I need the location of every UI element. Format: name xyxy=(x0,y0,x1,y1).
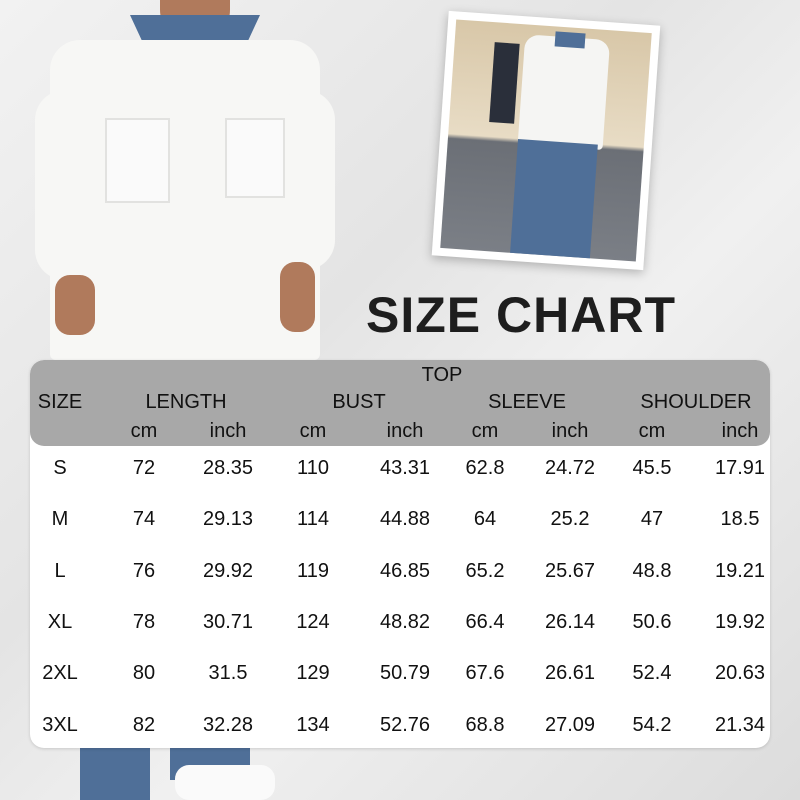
unit-header: inch xyxy=(721,420,759,442)
table-cell: 24.72 xyxy=(544,457,596,479)
table-cell: 48.8 xyxy=(632,559,672,582)
table-cell: 19.21 xyxy=(714,559,766,582)
unit-header: cm xyxy=(130,420,158,442)
unit-header: cm xyxy=(471,420,499,442)
table-cell: 76 xyxy=(132,559,156,582)
size-label: S xyxy=(53,457,67,479)
column-header: SIZE xyxy=(37,391,83,413)
table-cell: 52.4 xyxy=(632,662,672,685)
table-cell: 129 xyxy=(296,662,330,685)
table-cell: 114 xyxy=(297,508,329,531)
table-cell: 68.8 xyxy=(465,713,505,736)
column-header: BUST xyxy=(332,391,386,413)
table-cell: 80 xyxy=(132,662,156,685)
table-cell: 26.61 xyxy=(544,662,596,685)
table-cell: 66.4 xyxy=(465,610,505,633)
unit-header: cm xyxy=(638,420,666,442)
size-label: 2XL xyxy=(42,662,78,685)
table-cell: 30.71 xyxy=(202,610,254,633)
table-cell: 124 xyxy=(296,610,330,633)
table-cell: 19.92 xyxy=(714,610,766,633)
size-label: 3XL xyxy=(42,713,78,736)
size-label: L xyxy=(54,559,66,582)
unit-header: cm xyxy=(299,420,327,442)
table-cell: 62.8 xyxy=(465,457,505,479)
size-chart-title: SIZE CHART xyxy=(366,287,676,343)
table-cell: 29.92 xyxy=(202,559,254,582)
table-cell: 67.6 xyxy=(465,662,505,685)
table-cell: 110 xyxy=(297,457,329,479)
table-cell: 26.14 xyxy=(544,610,596,633)
table-cell: 47 xyxy=(640,508,664,531)
table-cell: 17.91 xyxy=(714,457,766,479)
table-cell: 48.82 xyxy=(379,610,431,633)
table-cell: 72 xyxy=(132,457,156,479)
unit-header: inch xyxy=(551,420,589,442)
size-table: TOP SIZE LENGTH BUST SLEEVE SHOULDER cm inch cm… xyxy=(30,360,770,748)
column-header: LENGTH xyxy=(145,391,227,413)
column-header: SLEEVE xyxy=(488,391,566,413)
column-header: SHOULDER xyxy=(640,391,752,413)
table-cell: 74 xyxy=(132,508,156,531)
table-cell: 20.63 xyxy=(714,662,766,685)
table-cell: 45.5 xyxy=(632,457,672,479)
group-header: TOP xyxy=(421,364,463,386)
table-cell: 50.6 xyxy=(632,610,672,633)
table-cell: 78 xyxy=(132,610,156,633)
table-cell: 134 xyxy=(296,713,330,736)
table-cell: 25.67 xyxy=(544,559,596,582)
table-cell: 28.35 xyxy=(202,457,254,479)
table-header xyxy=(30,360,770,446)
table-cell: 25.2 xyxy=(550,508,590,531)
table-cell: 32.28 xyxy=(202,713,254,736)
table-cell: 44.88 xyxy=(379,508,431,531)
full-outfit-photo xyxy=(431,10,661,271)
table-cell: 18.5 xyxy=(720,508,760,531)
unit-header: inch xyxy=(209,420,247,442)
unit-header: inch xyxy=(386,420,424,442)
table-cell: 21.34 xyxy=(714,713,766,736)
table-cell: 29.13 xyxy=(202,508,254,531)
table-cell: 119 xyxy=(297,559,329,582)
size-label: M xyxy=(51,508,69,531)
size-label: XL xyxy=(47,610,73,633)
table-cell: 43.31 xyxy=(379,457,431,479)
table-cell: 27.09 xyxy=(544,713,596,736)
table-cell: 46.85 xyxy=(379,559,431,582)
table-cell: 64 xyxy=(473,508,497,531)
model-photo xyxy=(30,0,335,800)
table-cell: 31.5 xyxy=(208,662,248,685)
table-cell: 82 xyxy=(132,713,156,736)
table-cell: 50.79 xyxy=(379,662,431,685)
table-cell: 52.76 xyxy=(379,713,431,736)
table-cell: 54.2 xyxy=(632,713,672,736)
table-cell: 65.2 xyxy=(465,559,505,582)
